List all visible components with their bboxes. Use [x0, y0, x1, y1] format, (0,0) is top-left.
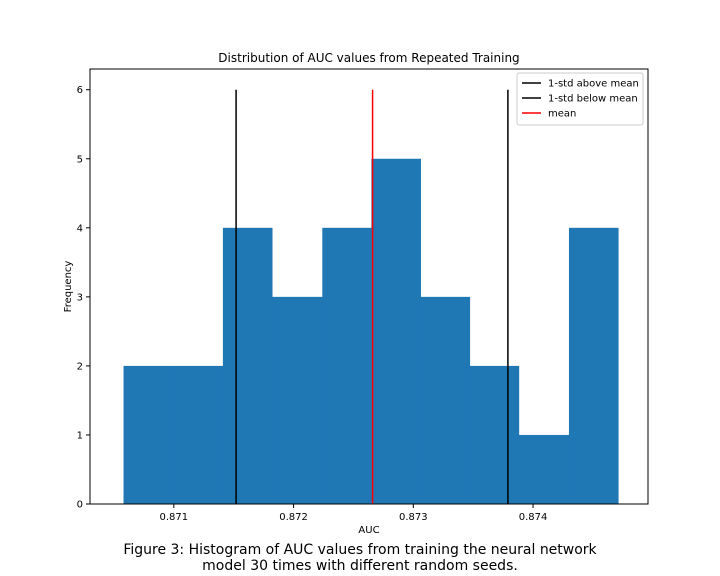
- histogram-bars: [123, 158, 619, 505]
- histogram-bar: [272, 296, 323, 504]
- chart-title: Distribution of AUC values from Repeated…: [218, 51, 519, 65]
- histogram-bar: [371, 158, 421, 504]
- histogram-bar: [518, 434, 570, 504]
- x-tick-label: 0.871: [159, 512, 188, 523]
- y-tick-label: 6: [77, 85, 83, 96]
- y-tick-label: 2: [77, 361, 83, 372]
- x-tick-label: 0.873: [399, 512, 428, 523]
- y-tick-label: 5: [77, 154, 83, 165]
- histogram-bar: [469, 365, 520, 504]
- legend: 1-std above mean 1-std below mean mean: [516, 72, 644, 126]
- x-axis-label: AUC: [358, 525, 379, 536]
- y-tick-label: 0: [77, 500, 83, 511]
- histogram-bar: [173, 365, 224, 504]
- histogram-bar: [222, 227, 273, 505]
- histogram-bar: [568, 227, 619, 505]
- caption-line-2: model 30 times with different random see…: [202, 558, 518, 574]
- figure-caption: Figure 3: Histogram of AUC values from t…: [0, 542, 720, 574]
- x-tick-label: 0.874: [519, 512, 548, 523]
- legend-label: 1-std below mean: [548, 94, 638, 105]
- legend-label: 1-std above mean: [548, 79, 639, 90]
- histogram-bar: [420, 296, 471, 504]
- plot-frame: [89, 68, 649, 505]
- legend-label: mean: [548, 109, 576, 120]
- caption-line-1: Figure 3: Histogram of AUC values from t…: [123, 542, 597, 558]
- y-axis-label: Frequency: [63, 261, 74, 313]
- x-tick-label: 0.872: [279, 512, 308, 523]
- y-axis-ticks: 0 1 2 3 4 5 6: [77, 85, 90, 511]
- histogram-bar: [123, 365, 175, 504]
- y-tick-label: 3: [77, 292, 83, 303]
- legend-box: [516, 72, 644, 126]
- histogram-chart: 0.871 0.872 0.873 0.874 0 1 2 3 4 5 6 Distributio…: [63, 51, 649, 536]
- x-axis-ticks: 0.871 0.872 0.873 0.874: [159, 504, 547, 523]
- y-tick-label: 4: [77, 223, 83, 234]
- reference-lines: [235, 89, 509, 504]
- y-tick-label: 1: [77, 430, 83, 441]
- histogram-bar: [322, 227, 372, 505]
